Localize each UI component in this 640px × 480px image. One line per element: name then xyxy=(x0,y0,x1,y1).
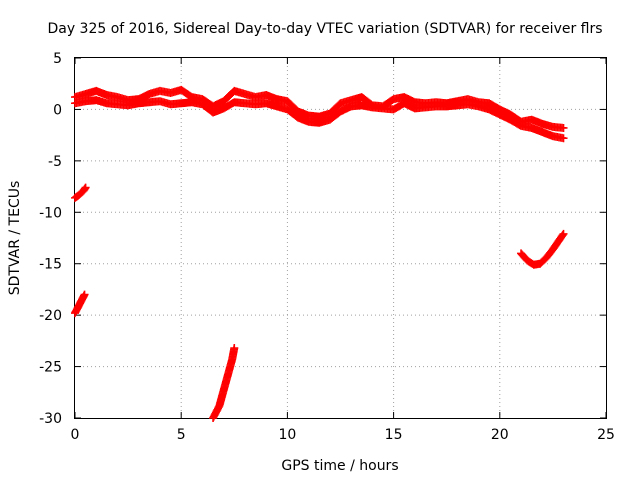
y-axis-label: SDTVAR / TECUs xyxy=(7,181,23,296)
chart-title: Day 325 of 2016, Sidereal Day-to-day VTE… xyxy=(47,21,602,37)
data-point xyxy=(558,231,567,240)
data-points xyxy=(71,85,568,422)
y-tick-label: 5 xyxy=(53,51,62,67)
y-tick-label: -15 xyxy=(39,257,62,273)
x-tick-label: 20 xyxy=(491,427,509,443)
x-tick-label: 0 xyxy=(71,427,80,443)
data-point xyxy=(81,183,90,192)
series-group xyxy=(71,96,568,143)
data-point xyxy=(559,123,568,132)
y-tick-label: -5 xyxy=(48,154,62,170)
x-axis-label: GPS time / hours xyxy=(281,458,398,474)
y-tick-label: -25 xyxy=(39,360,62,376)
plot-frame xyxy=(74,57,607,419)
x-tick-label: 5 xyxy=(177,427,186,443)
x-tick-label: 25 xyxy=(597,427,615,443)
data-point xyxy=(559,134,568,143)
x-tick-label: 15 xyxy=(385,427,403,443)
data-point xyxy=(559,229,568,238)
y-tick-label: -20 xyxy=(39,308,62,324)
data-point xyxy=(230,344,239,353)
x-tick-label: 10 xyxy=(278,427,296,443)
series-group xyxy=(517,229,568,269)
y-tick-label: -10 xyxy=(39,205,62,221)
axis-ticks: 0 5 10 15 20 25 5 0 -5 -10 -15 -20 -25 -30 xyxy=(39,51,615,443)
series-group xyxy=(209,344,239,422)
series-group xyxy=(71,290,89,318)
y-tick-label: -30 xyxy=(39,411,62,427)
y-tick-label: 0 xyxy=(53,102,62,118)
data-point xyxy=(80,290,89,299)
series-group xyxy=(71,183,90,202)
